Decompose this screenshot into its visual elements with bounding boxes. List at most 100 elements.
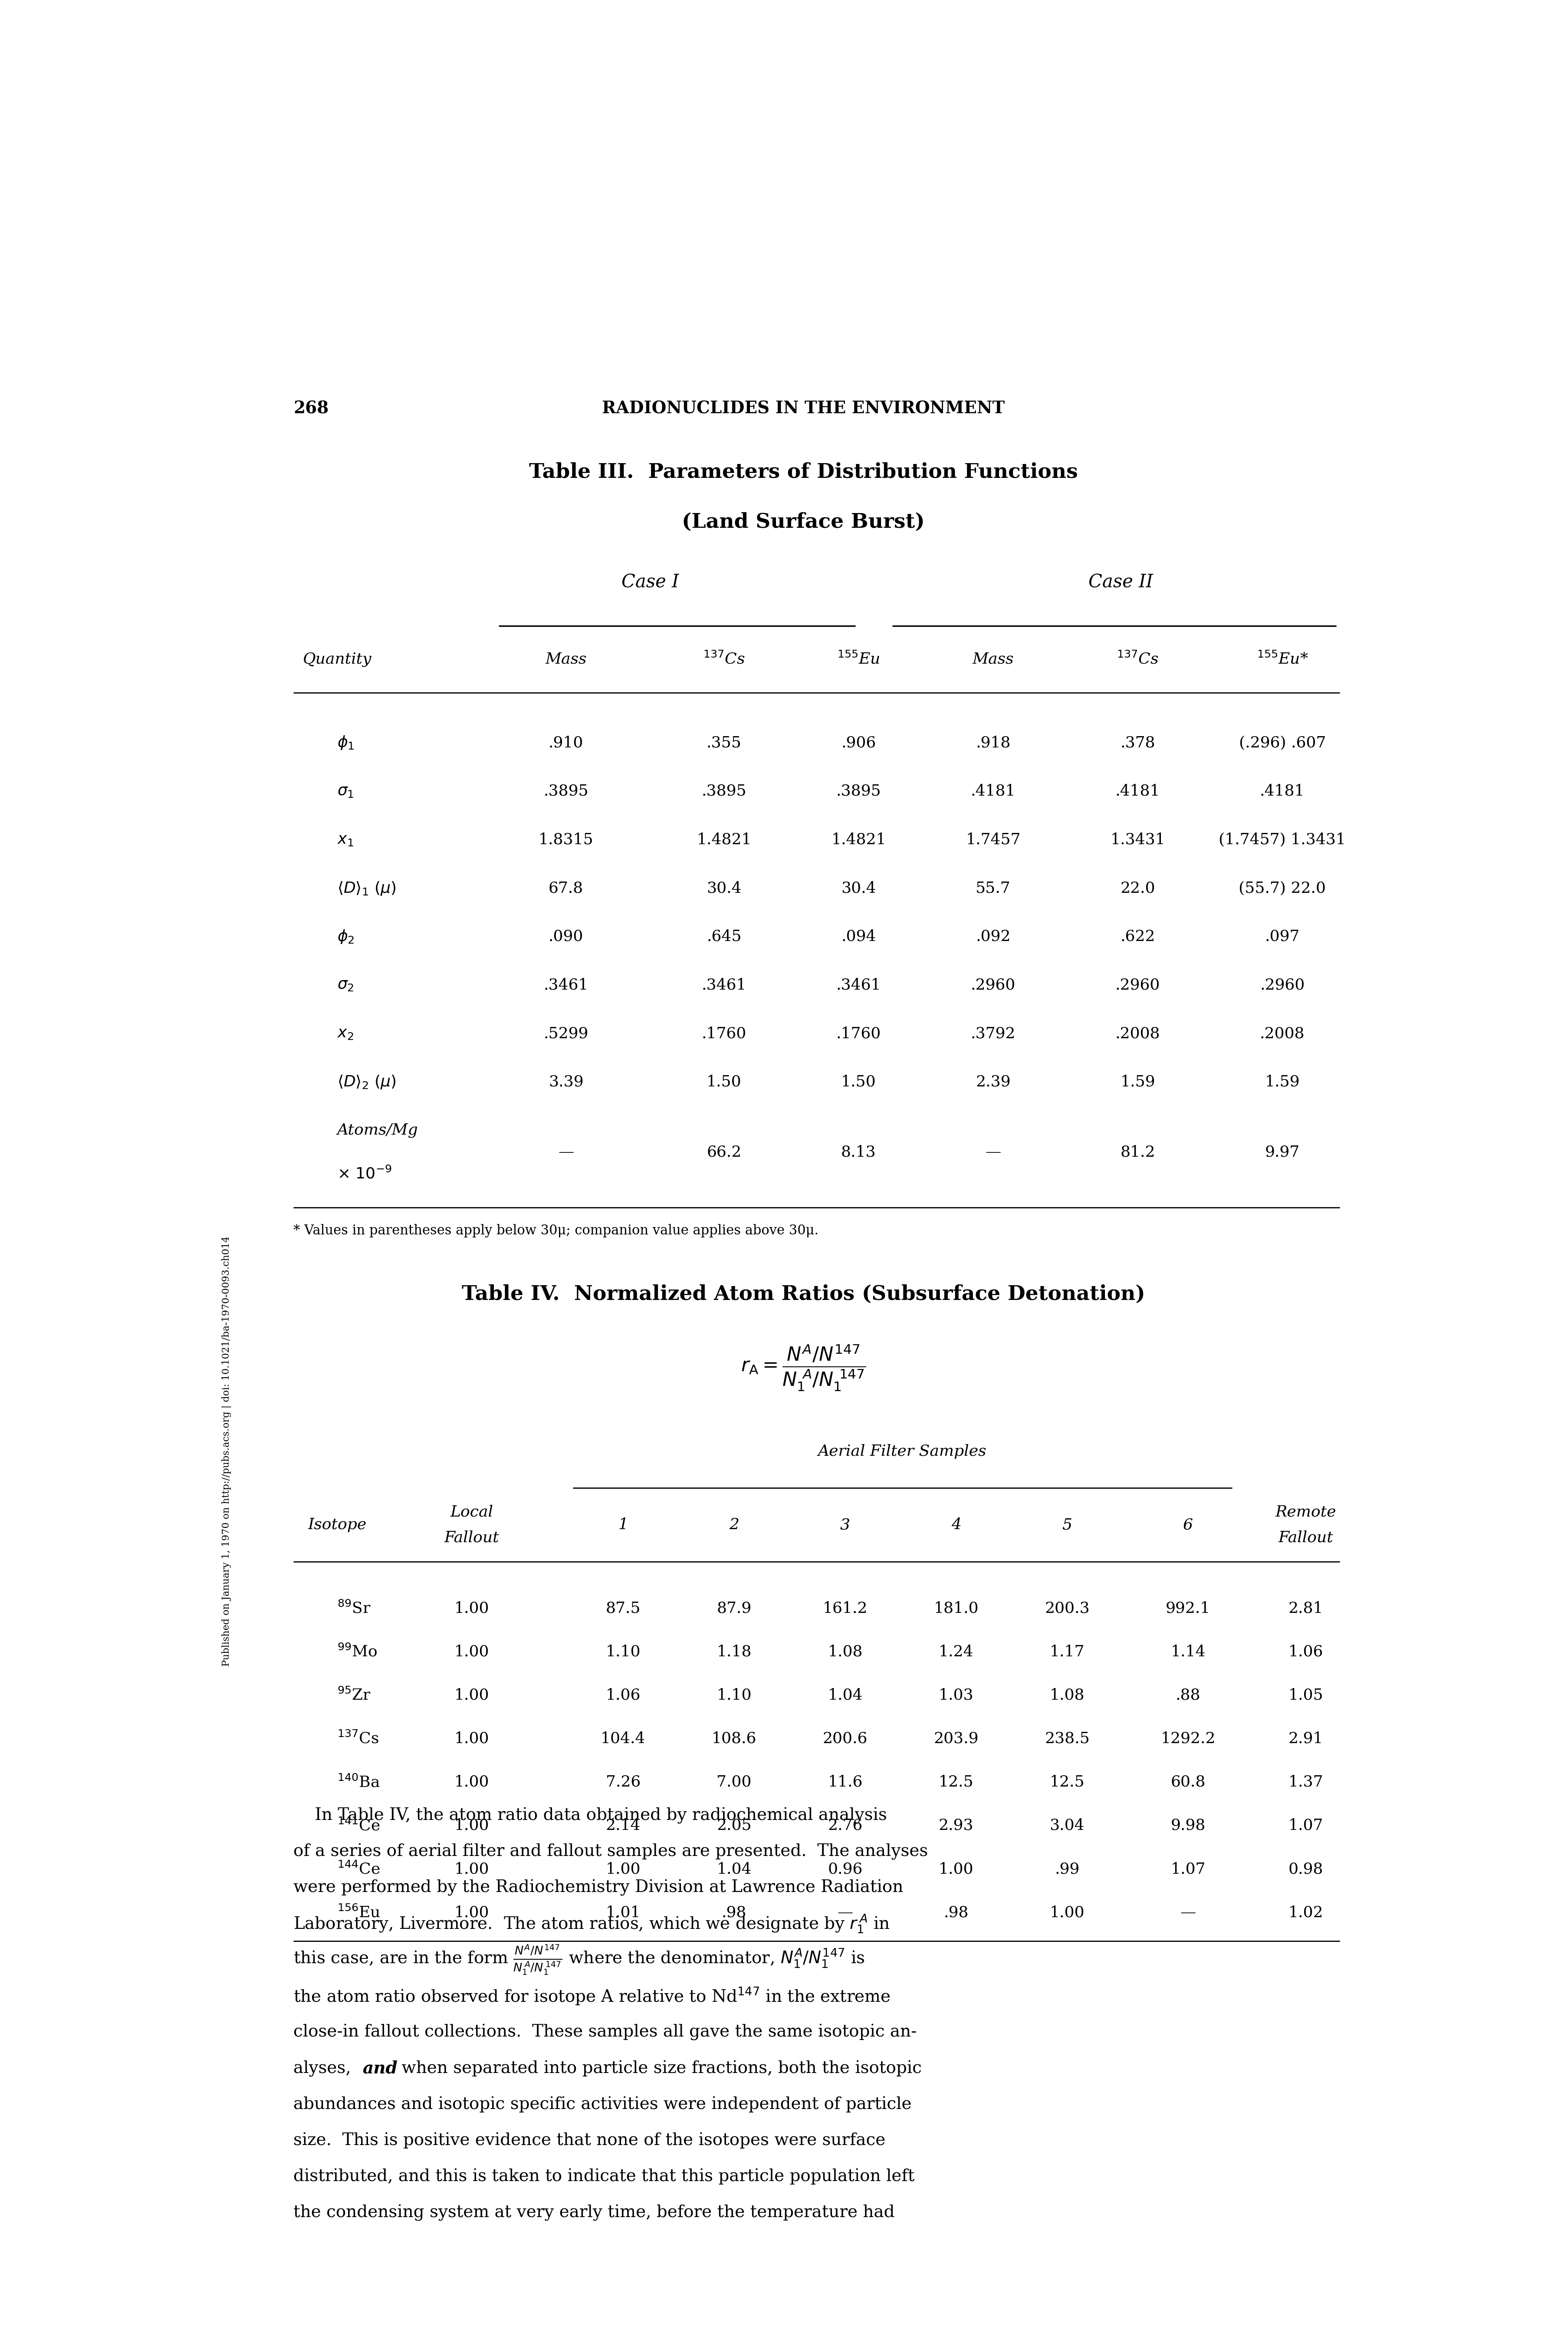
Text: 1.08: 1.08 [828,1645,862,1659]
Text: Table IV.  Normalized Atom Ratios (Subsurface Detonation): Table IV. Normalized Atom Ratios (Subsur… [461,1283,1145,1304]
Text: were performed by the Radiochemistry Division at Lawrence Radiation: were performed by the Radiochemistry Div… [293,1879,903,1896]
Text: Case II: Case II [1088,572,1154,591]
Text: 81.2: 81.2 [1120,1145,1156,1159]
Text: alyses,: alyses, [293,2060,356,2076]
Text: —: — [1181,1905,1196,1919]
Text: .090: .090 [549,929,583,943]
Text: .378: .378 [1120,734,1156,751]
Text: .2960: .2960 [971,978,1016,992]
Text: 1.07: 1.07 [1171,1863,1206,1877]
Text: 1.04: 1.04 [828,1687,862,1703]
Text: 2.93: 2.93 [939,1818,974,1832]
Text: 161.2: 161.2 [823,1600,867,1616]
Text: .4181: .4181 [1261,784,1305,798]
Text: 1.00: 1.00 [455,1776,489,1790]
Text: $^{156}$Eu: $^{156}$Eu [337,1905,381,1921]
Text: 9.98: 9.98 [1171,1818,1206,1832]
Text: 60.8: 60.8 [1171,1776,1206,1790]
Text: $^{137}$Cs: $^{137}$Cs [702,652,745,666]
Text: 1.37: 1.37 [1289,1776,1323,1790]
Text: 7.00: 7.00 [717,1776,751,1790]
Text: 1.00: 1.00 [455,1905,489,1919]
Text: and: and [362,2060,397,2076]
Text: Case I: Case I [621,572,679,591]
Text: 0.98: 0.98 [1289,1863,1323,1877]
Text: size.  This is positive evidence that none of the isotopes were surface: size. This is positive evidence that non… [293,2133,886,2149]
Text: 1.00: 1.00 [455,1863,489,1877]
Text: $^{144}$Ce: $^{144}$Ce [337,1860,379,1877]
Text: 1.59: 1.59 [1265,1074,1300,1089]
Text: 2.14: 2.14 [605,1818,641,1832]
Text: 1.03: 1.03 [939,1687,974,1703]
Text: 1.14: 1.14 [1171,1645,1206,1659]
Text: 1.01: 1.01 [605,1905,641,1919]
Text: $\times\ 10^{-9}$: $\times\ 10^{-9}$ [337,1166,392,1182]
Text: distributed, and this is taken to indicate that this particle population left: distributed, and this is taken to indica… [293,2168,914,2184]
Text: Mass: Mass [546,652,586,666]
Text: RADIONUCLIDES IN THE ENVIRONMENT: RADIONUCLIDES IN THE ENVIRONMENT [602,401,1005,418]
Text: 22.0: 22.0 [1120,880,1156,896]
Text: .097: .097 [1265,929,1300,943]
Text: 0.96: 0.96 [828,1863,862,1877]
Text: 1.50: 1.50 [840,1074,877,1089]
Text: $\phi_1$: $\phi_1$ [337,734,354,751]
Text: 1.02: 1.02 [1289,1905,1323,1919]
Text: Aerial Filter Samples: Aerial Filter Samples [818,1443,986,1459]
Text: 200.3: 200.3 [1044,1600,1090,1616]
Text: 1.00: 1.00 [455,1818,489,1832]
Text: Quantity: Quantity [303,652,372,666]
Text: 238.5: 238.5 [1044,1731,1090,1745]
Text: (.296) .607: (.296) .607 [1239,734,1327,751]
Text: .98: .98 [721,1905,746,1919]
Text: 87.5: 87.5 [605,1600,641,1616]
Text: $\sigma_2$: $\sigma_2$ [337,978,354,992]
Text: $\phi_2$: $\phi_2$ [337,929,354,945]
Text: 108.6: 108.6 [712,1731,757,1745]
Text: 1.50: 1.50 [707,1074,742,1089]
Text: 1.59: 1.59 [1120,1074,1156,1089]
Text: 3.04: 3.04 [1049,1818,1085,1832]
Text: .2008: .2008 [1115,1025,1160,1042]
Text: 6: 6 [1184,1518,1193,1532]
Text: when separated into particle size fractions, both the isotopic: when separated into particle size fracti… [397,2060,922,2076]
Text: In Table IV, the atom ratio data obtained by radiochemical analysis: In Table IV, the atom ratio data obtaine… [293,1806,887,1823]
Text: 203.9: 203.9 [933,1731,978,1745]
Text: .910: .910 [549,734,583,751]
Text: 268: 268 [293,401,329,418]
Text: 181.0: 181.0 [933,1600,978,1616]
Text: $\sigma_1$: $\sigma_1$ [337,784,354,798]
Text: $x_2$: $x_2$ [337,1025,354,1042]
Text: Mass: Mass [972,652,1014,666]
Text: 2.81: 2.81 [1289,1600,1323,1616]
Text: Isotope: Isotope [307,1518,367,1532]
Text: 104.4: 104.4 [601,1731,646,1745]
Text: 1.05: 1.05 [1289,1687,1323,1703]
Text: 1.17: 1.17 [1049,1645,1085,1659]
Text: .3461: .3461 [836,978,881,992]
Text: 1.4821: 1.4821 [831,833,886,847]
Text: 1.00: 1.00 [1049,1905,1085,1919]
Text: 12.5: 12.5 [1049,1776,1085,1790]
Text: Laboratory, Livermore.  The atom ratios, which we designate by $r_1^{\,A}$ in: Laboratory, Livermore. The atom ratios, … [293,1912,891,1935]
Text: .3461: .3461 [701,978,746,992]
Text: 1292.2: 1292.2 [1160,1731,1215,1745]
Text: 1.00: 1.00 [939,1863,974,1877]
Text: 12.5: 12.5 [939,1776,974,1790]
Text: 2.91: 2.91 [1289,1731,1323,1745]
Text: .3895: .3895 [701,784,746,798]
Text: 1: 1 [618,1518,629,1532]
Text: .622: .622 [1120,929,1156,943]
Text: —: — [985,1145,1000,1159]
Text: .4181: .4181 [971,784,1016,798]
Text: 87.9: 87.9 [717,1600,751,1616]
Text: —: — [558,1145,574,1159]
Text: .2008: .2008 [1261,1025,1305,1042]
Text: of a series of aerial filter and fallout samples are presented.  The analyses: of a series of aerial filter and fallout… [293,1844,928,1860]
Text: Fallout: Fallout [444,1530,499,1546]
Text: .98: .98 [944,1905,969,1919]
Text: 2: 2 [729,1518,739,1532]
Text: $x_1$: $x_1$ [337,833,354,847]
Text: .2960: .2960 [1115,978,1160,992]
Text: Atoms/Mg: Atoms/Mg [337,1124,419,1138]
Text: 11.6: 11.6 [828,1776,862,1790]
